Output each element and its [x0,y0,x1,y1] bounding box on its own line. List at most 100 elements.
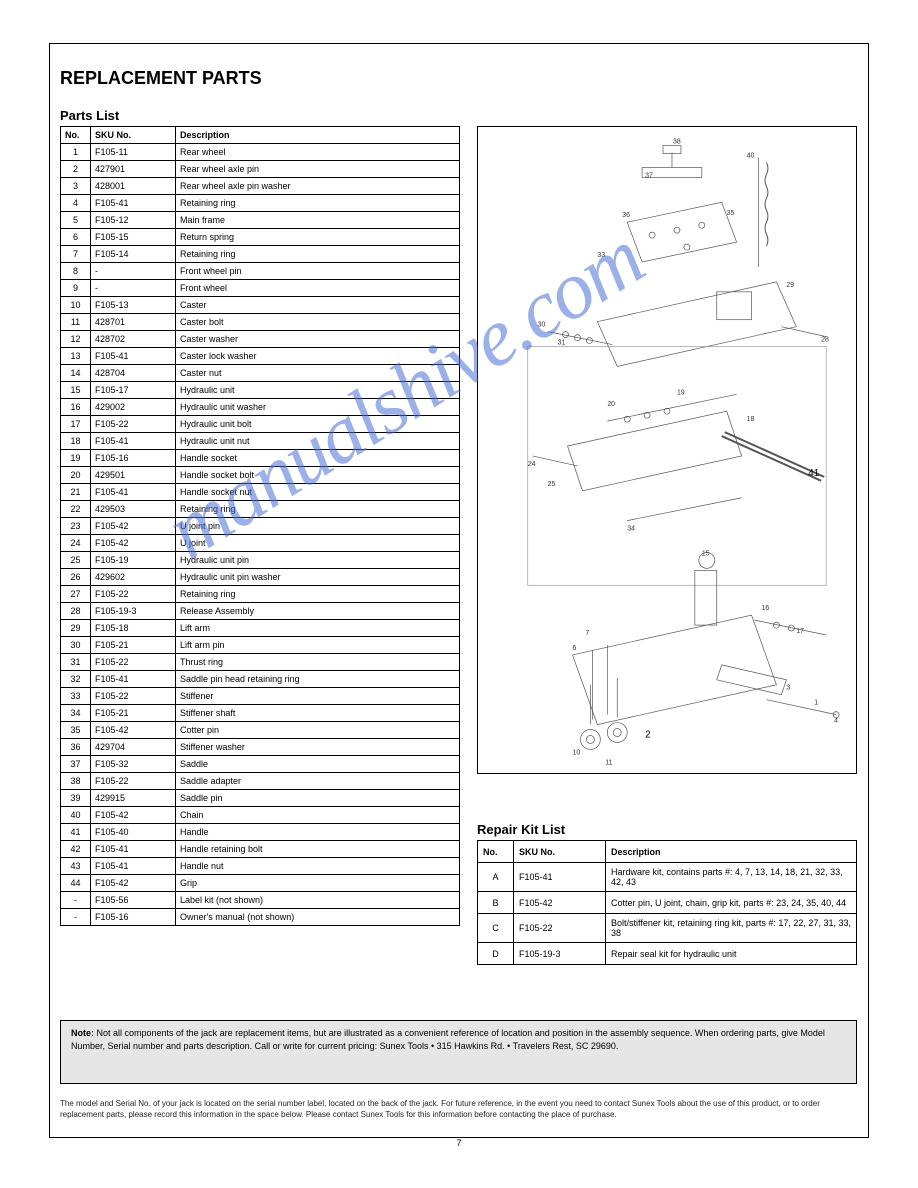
cell-sku: F105-42 [91,518,176,535]
cell-no: 33 [61,688,91,705]
cell-sku: - [91,263,176,280]
repair-kit-heading: Repair Kit List [477,822,565,837]
page-number: 7 [0,1138,918,1180]
cell-desc: Saddle pin [176,790,460,807]
cell-desc: U joint pin [176,518,460,535]
cell-desc: Caster lock washer [176,348,460,365]
table-row: 33F105-22Stiffener [61,688,460,705]
svg-text:3: 3 [786,685,790,692]
exploded-diagram: 41 2 3837 4036 3533 3031 2928 2425 2019 … [477,126,857,774]
cell-sku: F105-21 [91,705,176,722]
cell-desc: Front wheel pin [176,263,460,280]
footer-text: The model and Serial No. of your jack is… [60,1098,857,1120]
cell-no: B [478,892,514,914]
cell-desc: Caster [176,297,460,314]
cell-sku: F105-18 [91,620,176,637]
cell-no: 15 [61,382,91,399]
cell-no: 20 [61,467,91,484]
cell-sku: F105-42 [514,892,606,914]
svg-text:28: 28 [821,337,829,344]
table-row: 6F105-15Return spring [61,229,460,246]
cell-no: 3 [61,178,91,195]
cell-no: 4 [61,195,91,212]
cell-no: 43 [61,858,91,875]
cell-sku: F105-41 [91,484,176,501]
cell-sku: F105-41 [91,433,176,450]
cell-no: 10 [61,297,91,314]
table-row: -F105-16Owner's manual (not shown) [61,909,460,926]
cell-desc: Caster bolt [176,314,460,331]
svg-text:30: 30 [538,322,546,329]
cell-desc: Hydraulic unit bolt [176,416,460,433]
table-row: 12428702Caster washer [61,331,460,348]
col-header-no: No. [61,127,91,144]
table-row: DF105-19-3Repair seal kit for hydraulic … [478,943,857,965]
parts-list-heading: Parts List [60,108,119,123]
cell-sku: 427901 [91,161,176,178]
cell-desc: U joint [176,535,460,552]
cell-sku: F105-22 [514,914,606,943]
kit-col-header-sku: SKU No. [514,841,606,863]
cell-sku: F105-22 [91,654,176,671]
cell-no: - [61,909,91,926]
table-row: 39429915Saddle pin [61,790,460,807]
table-row: 31F105-22Thrust ring [61,654,460,671]
table-row: 23F105-42U joint pin [61,518,460,535]
svg-text:18: 18 [747,416,755,423]
cell-sku: 428704 [91,365,176,382]
cell-sku: F105-16 [91,450,176,467]
cell-desc: Stiffener shaft [176,705,460,722]
cell-no: 29 [61,620,91,637]
cell-desc: Hydraulic unit washer [176,399,460,416]
table-row: 38F105-22Saddle adapter [61,773,460,790]
cell-sku: F105-22 [91,688,176,705]
cell-desc: Retaining ring [176,195,460,212]
kit-col-header-desc: Description [606,841,857,863]
cell-no: - [61,892,91,909]
table-row: 40F105-42Chain [61,807,460,824]
svg-text:41: 41 [808,468,820,479]
cell-sku: F105-19 [91,552,176,569]
cell-sku: F105-42 [91,535,176,552]
table-row: 11428701Caster bolt [61,314,460,331]
svg-text:40: 40 [747,153,755,160]
svg-text:29: 29 [786,282,794,289]
cell-desc: Owner's manual (not shown) [176,909,460,926]
cell-no: 30 [61,637,91,654]
cell-sku: 429602 [91,569,176,586]
cell-no: 41 [61,824,91,841]
cell-desc: Handle retaining bolt [176,841,460,858]
table-header-row: No. SKU No. Description [61,127,460,144]
col-header-sku: SKU No. [91,127,176,144]
cell-no: 24 [61,535,91,552]
cell-no: 8 [61,263,91,280]
table-row: CF105-22Bolt/stiffener kit, retaining ri… [478,914,857,943]
cell-desc: Grip [176,875,460,892]
diagram-svg: 41 2 3837 4036 3533 3031 2928 2425 2019 … [478,127,856,773]
cell-no: 38 [61,773,91,790]
cell-no: 36 [61,739,91,756]
cell-sku: F105-42 [91,807,176,824]
table-row: 3428001Rear wheel axle pin washer [61,178,460,195]
cell-no: 39 [61,790,91,807]
svg-text:17: 17 [796,628,804,635]
table-row: 26429602Hydraulic unit pin washer [61,569,460,586]
table-row: 36429704Stiffener washer [61,739,460,756]
cell-no: 34 [61,705,91,722]
cell-no: 35 [61,722,91,739]
table-row: 17F105-22Hydraulic unit bolt [61,416,460,433]
svg-text:24: 24 [528,461,536,468]
cell-desc: Caster washer [176,331,460,348]
svg-text:4: 4 [834,718,838,725]
cell-desc: Caster nut [176,365,460,382]
cell-sku: F105-22 [91,773,176,790]
cell-sku: F105-42 [91,875,176,892]
cell-desc: Stiffener washer [176,739,460,756]
cell-desc: Rear wheel [176,144,460,161]
table-row: 1F105-11Rear wheel [61,144,460,161]
cell-desc: Retaining ring [176,501,460,518]
cell-sku: F105-41 [91,858,176,875]
svg-text:10: 10 [573,749,581,756]
table-row: 25F105-19Hydraulic unit pin [61,552,460,569]
parts-table: No. SKU No. Description 1F105-11Rear whe… [60,126,460,926]
